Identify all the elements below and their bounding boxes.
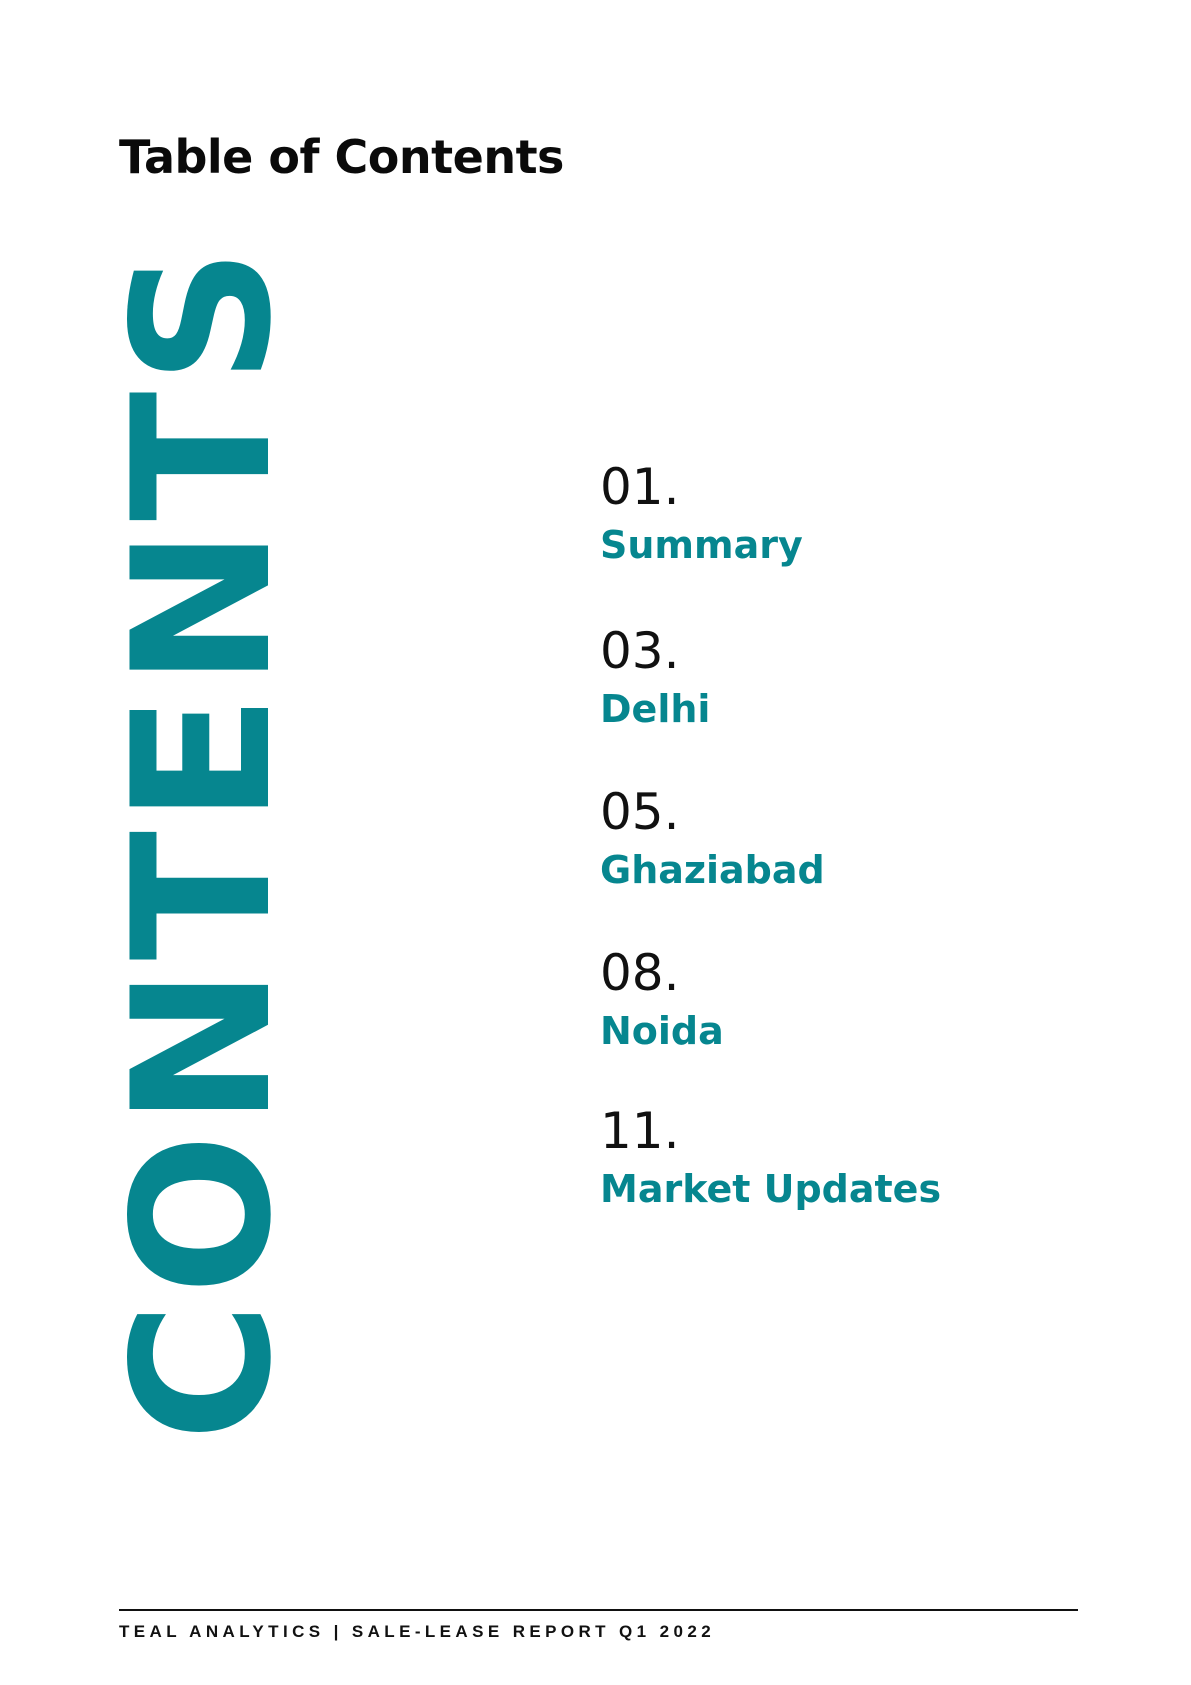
toc-entry-noida[interactable]: 08. Noida bbox=[600, 941, 724, 1057]
toc-section-title[interactable]: Ghaziabad bbox=[600, 848, 825, 892]
toc-page-number[interactable]: 11. bbox=[600, 1102, 680, 1160]
toc-section-title[interactable]: Noida bbox=[600, 1009, 724, 1053]
footer-divider bbox=[119, 1609, 1078, 1611]
toc-section-title[interactable]: Delhi bbox=[600, 687, 711, 731]
toc-page-number[interactable]: 08. bbox=[600, 944, 680, 1002]
toc-entry-market-updates[interactable]: 11. Market Updates bbox=[600, 1099, 941, 1215]
toc-page-number[interactable]: 05. bbox=[600, 783, 680, 841]
toc-entry-summary[interactable]: 01. Summary bbox=[600, 455, 803, 571]
toc-page-number[interactable]: 03. bbox=[600, 622, 680, 680]
toc-section-title[interactable]: Summary bbox=[600, 523, 803, 567]
page-title: Table of Contents bbox=[119, 130, 564, 184]
toc-section-title[interactable]: Market Updates bbox=[600, 1167, 942, 1211]
toc-page-number[interactable]: 01. bbox=[600, 458, 680, 516]
contents-vertical-heading: CONTENTS bbox=[92, 240, 313, 1442]
toc-entry-delhi[interactable]: 03. Delhi bbox=[600, 619, 710, 735]
footer-report-label: TEAL ANALYTICS | SALE-LEASE REPORT Q1 20… bbox=[119, 1622, 716, 1641]
toc-entry-ghaziabad[interactable]: 05. Ghaziabad bbox=[600, 780, 825, 896]
